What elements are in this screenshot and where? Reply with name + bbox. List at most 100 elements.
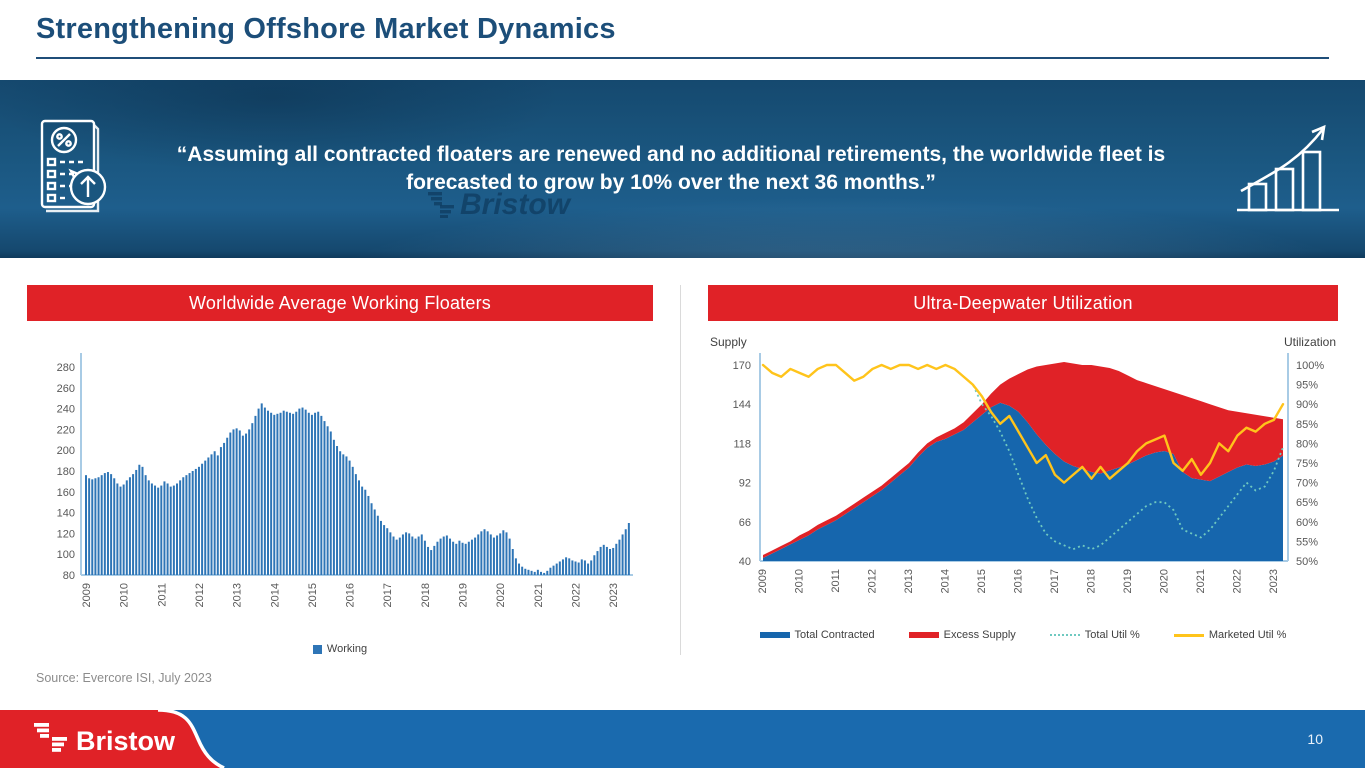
svg-text:2012: 2012 — [194, 583, 206, 607]
right-chart-header: Ultra-Deepwater Utilization — [708, 285, 1338, 321]
legend-label: Marketed Util % — [1208, 629, 1287, 641]
svg-text:2013: 2013 — [903, 569, 915, 593]
svg-text:2012: 2012 — [866, 569, 878, 593]
svg-text:220: 220 — [57, 424, 75, 436]
legend-label: Excess Supply — [943, 629, 1016, 641]
svg-text:2014: 2014 — [939, 569, 951, 593]
svg-text:2015: 2015 — [307, 583, 319, 607]
svg-text:70%: 70% — [1296, 478, 1318, 490]
watermark-label: Bristow — [460, 188, 571, 221]
legend-item-total-contracted: Total Contracted — [759, 629, 875, 641]
svg-text:80%: 80% — [1296, 438, 1318, 450]
svg-text:75%: 75% — [1296, 458, 1318, 470]
legend-label: Working — [326, 643, 368, 655]
footer-bar: Bristow 10 — [0, 710, 1365, 768]
svg-text:2020: 2020 — [1158, 569, 1170, 593]
left-axis-caption: Supply — [710, 335, 747, 349]
svg-text:180: 180 — [57, 466, 75, 478]
svg-text:2011: 2011 — [156, 583, 168, 607]
svg-text:2017: 2017 — [382, 583, 394, 607]
quote-banner: “Assuming all contracted floaters are re… — [0, 80, 1365, 258]
svg-text:118: 118 — [733, 438, 751, 450]
svg-text:50%: 50% — [1296, 556, 1318, 568]
svg-text:95%: 95% — [1296, 380, 1318, 392]
marketed-util-swatch — [1173, 633, 1204, 637]
svg-text:2009: 2009 — [757, 569, 769, 593]
svg-text:2022: 2022 — [571, 583, 583, 607]
legend-item-total-util: Total Util % — [1049, 629, 1140, 641]
svg-text:40: 40 — [739, 556, 751, 568]
svg-text:2019: 2019 — [458, 583, 470, 607]
svg-text:200: 200 — [57, 445, 75, 457]
growth-bar-chart-arrow-icon — [1229, 111, 1347, 228]
svg-text:92: 92 — [739, 478, 751, 490]
bristow-watermark: Bristow — [428, 188, 570, 222]
svg-text:140: 140 — [57, 508, 75, 520]
quote-text: “Assuming all contracted floaters are re… — [176, 143, 1166, 194]
title-bar: Strengthening Offshore Market Dynamics — [0, 0, 1365, 46]
svg-text:85%: 85% — [1296, 419, 1318, 431]
charts-row: Worldwide Average Working Floaters 80 100… — [0, 285, 1365, 655]
legend-item-marketed-util: Marketed Util % — [1173, 629, 1287, 641]
page-title: Strengthening Offshore Market Dynamics — [36, 13, 616, 45]
title-underline — [36, 57, 1329, 59]
svg-text:2023: 2023 — [1268, 569, 1280, 593]
svg-text:120: 120 — [57, 528, 75, 540]
svg-text:2016: 2016 — [345, 583, 357, 607]
bristow-pinwheel-icon-watermark — [428, 192, 454, 218]
svg-text:65%: 65% — [1296, 497, 1318, 509]
axis-caption-row: Supply Utilization — [710, 335, 1336, 351]
bristow-logo: Bristow — [0, 710, 225, 768]
svg-text:2013: 2013 — [232, 583, 244, 607]
svg-text:280: 280 — [57, 362, 75, 374]
svg-text:2022: 2022 — [1231, 569, 1243, 593]
svg-text:2014: 2014 — [269, 583, 281, 607]
legend-item-excess-supply: Excess Supply — [908, 629, 1016, 641]
left-chart-legend: Working — [27, 643, 653, 655]
right-chart-legend: Total Contracted Excess Supply Total Uti… — [708, 629, 1338, 641]
svg-text:2010: 2010 — [793, 569, 805, 593]
total-contracted-swatch — [759, 632, 790, 638]
working-floaters-bar-chart: 80 100 120 140 160 180 200 220 240 260 280 2009 2010… — [57, 353, 633, 607]
source-note: Source: Evercore ISI, July 2023 — [36, 671, 212, 685]
svg-text:2018: 2018 — [1085, 569, 1097, 593]
legend-item-working: Working — [312, 643, 368, 655]
working-swatch — [312, 644, 322, 654]
legend-label: Total Contracted — [794, 629, 875, 641]
svg-text:160: 160 — [57, 487, 75, 499]
svg-text:2011: 2011 — [830, 569, 842, 593]
svg-text:240: 240 — [57, 404, 75, 416]
svg-text:90%: 90% — [1296, 399, 1318, 411]
total-util-swatch — [1049, 634, 1080, 636]
report-percent-growth-icon — [33, 115, 113, 224]
bristow-wordmark: Bristow — [76, 726, 176, 756]
svg-text:60%: 60% — [1296, 517, 1318, 529]
ultra-deepwater-utilization-chart: 40 66 92 118 144 170 50% 55% 60% 65% 70% 75% 80% 85% 9… — [733, 353, 1324, 593]
svg-text:260: 260 — [57, 383, 75, 395]
left-chart-header: Worldwide Average Working Floaters — [27, 285, 653, 321]
svg-text:100%: 100% — [1296, 360, 1324, 372]
svg-text:2017: 2017 — [1049, 569, 1061, 593]
svg-text:2019: 2019 — [1122, 569, 1134, 593]
left-chart-panel: Worldwide Average Working Floaters 80 100… — [0, 285, 681, 655]
svg-text:2020: 2020 — [495, 583, 507, 607]
page-number: 10 — [1307, 731, 1323, 747]
svg-text:144: 144 — [733, 399, 751, 411]
legend-label: Total Util % — [1084, 629, 1140, 641]
svg-text:2018: 2018 — [420, 583, 432, 607]
svg-text:2021: 2021 — [1195, 569, 1207, 593]
excess-supply-swatch — [908, 632, 939, 638]
svg-text:2015: 2015 — [976, 569, 988, 593]
svg-text:80: 80 — [63, 570, 75, 582]
svg-text:2023: 2023 — [608, 583, 620, 607]
svg-text:170: 170 — [733, 360, 751, 372]
svg-text:66: 66 — [739, 517, 751, 529]
svg-text:2010: 2010 — [119, 583, 131, 607]
svg-text:55%: 55% — [1296, 536, 1318, 548]
svg-text:2009: 2009 — [81, 583, 93, 607]
right-axis-caption: Utilization — [1283, 335, 1336, 349]
svg-text:2016: 2016 — [1012, 569, 1024, 593]
svg-text:100: 100 — [57, 549, 75, 561]
right-chart-panel: Ultra-Deepwater Utilization Supply Utili… — [681, 285, 1365, 655]
svg-text:2021: 2021 — [533, 583, 545, 607]
